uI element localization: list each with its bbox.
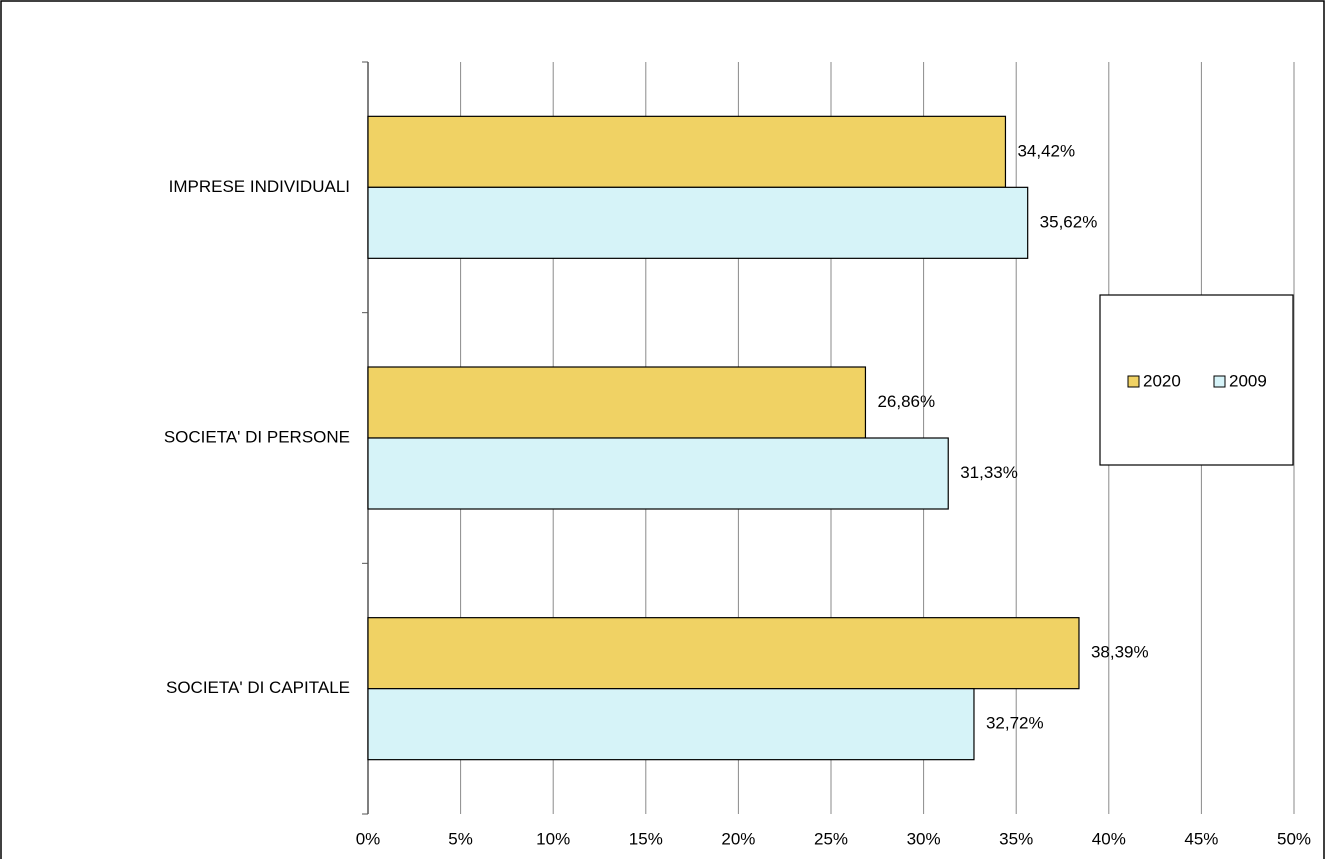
bar [367, 186, 1029, 259]
x-tick-label: 45% [1184, 829, 1218, 848]
data-label: 32,72% [986, 714, 1044, 733]
category-label: SOCIETA' DI CAPITALE [166, 678, 350, 697]
x-tick-label: 50% [1277, 829, 1311, 848]
category-label: IMPRESE INDIVIDUALI [169, 177, 350, 196]
legend-swatch [1127, 375, 1140, 388]
x-tick-label: 35% [999, 829, 1033, 848]
data-label: 38,39% [1091, 643, 1149, 662]
data-label: 26,86% [877, 392, 935, 411]
data-label: 35,62% [1040, 212, 1098, 231]
bar [367, 688, 975, 761]
x-tick-label: 25% [814, 829, 848, 848]
bar [367, 366, 867, 439]
bar [367, 437, 949, 510]
legend-label: 2009 [1229, 371, 1267, 390]
data-label: 31,33% [960, 463, 1018, 482]
data-label: 34,42% [1017, 141, 1075, 160]
x-tick-label: 10% [536, 829, 570, 848]
category-label: SOCIETA' DI PERSONE [164, 427, 350, 446]
x-tick-label: 0% [356, 829, 381, 848]
x-tick-label: 5% [448, 829, 473, 848]
x-tick-label: 20% [721, 829, 755, 848]
legend-label: 2020 [1143, 371, 1181, 390]
x-tick-label: 15% [629, 829, 663, 848]
bar [367, 115, 1007, 188]
legend-swatch [1213, 375, 1226, 388]
x-tick-label: 30% [907, 829, 941, 848]
x-tick-label: 40% [1092, 829, 1126, 848]
bar [367, 617, 1080, 690]
